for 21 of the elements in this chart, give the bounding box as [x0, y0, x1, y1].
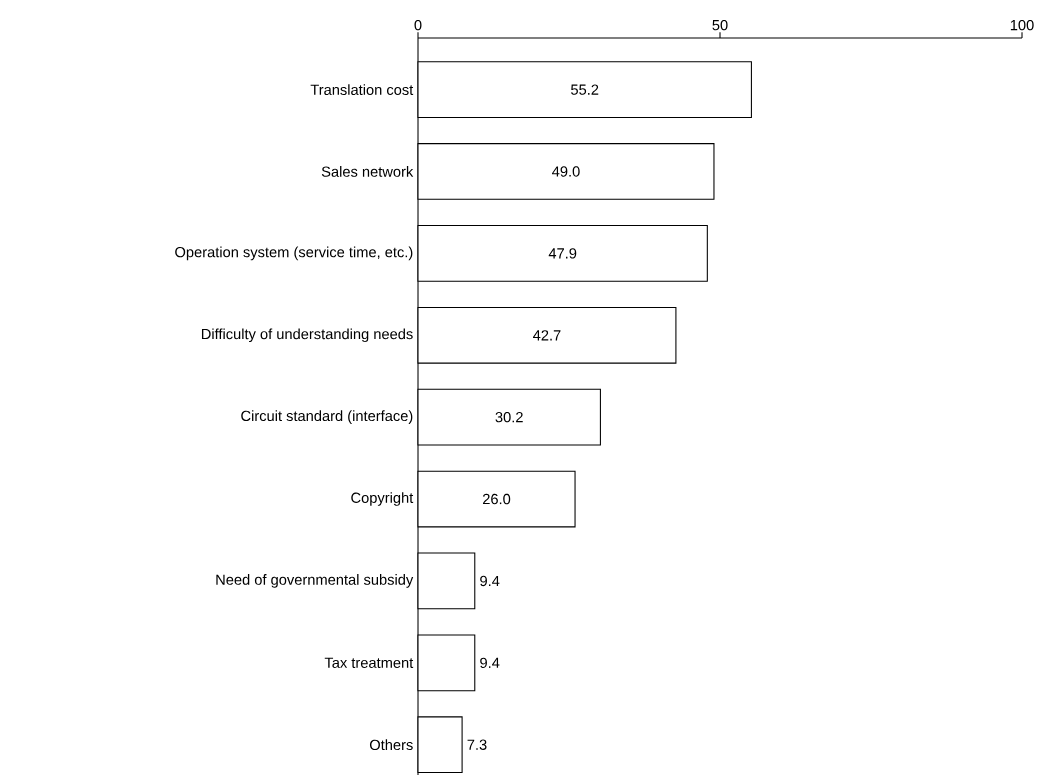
data-label: 30.2 — [495, 411, 523, 423]
data-label: 49.0 — [552, 166, 580, 177]
data-label: 42.7 — [533, 330, 561, 341]
x-tick-label: 50 — [712, 19, 728, 31]
data-label: 9.4 — [480, 575, 500, 587]
y-tick-label: Copyright — [351, 492, 414, 506]
y-tick-label: Difficulty of understanding needs — [201, 328, 413, 343]
data-label: 47.9 — [548, 248, 577, 259]
x-tick-label: 0 — [414, 19, 422, 31]
x-tick-label: 100 — [1010, 19, 1034, 31]
data-label: 26.0 — [482, 493, 511, 505]
data-label: 9.4 — [480, 657, 500, 669]
y-tick-label: Others — [369, 739, 413, 751]
y-tick-label: Need of governmental subsidy — [216, 574, 414, 588]
y-tick-label: Translation cost — [310, 84, 414, 95]
y-tick-label: Tax treatment — [324, 657, 414, 668]
data-label: 55.2 — [571, 84, 599, 95]
y-tick-label: Operation system (service time, etc.) — [175, 246, 413, 261]
data-label: 7.3 — [467, 739, 487, 750]
y-tick-label: Circuit standard (interface) — [241, 410, 413, 424]
y-tick-label: Sales network — [321, 166, 414, 177]
